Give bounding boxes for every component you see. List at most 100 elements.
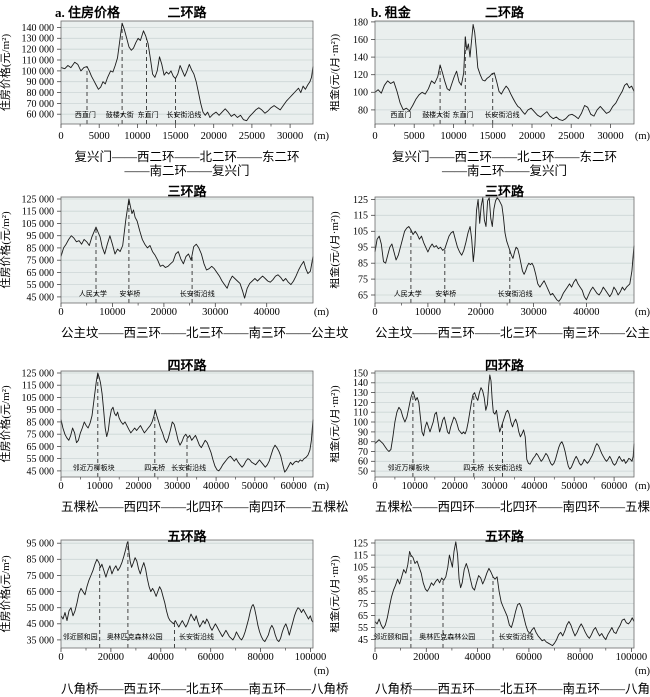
series-line <box>60 372 314 473</box>
y-tick-label: 120 <box>353 70 368 81</box>
y-tick-label: 45 000 <box>27 292 55 303</box>
landmark-label: 人民大学 <box>79 289 107 298</box>
y-tick-label: 100 <box>353 88 368 99</box>
x-tick-label: 25000 <box>239 131 265 142</box>
x-tick-label: 20000 <box>468 307 494 318</box>
route-legend-line1: 公主坟——西三环——北三环——南三环——公主坟 <box>375 326 650 340</box>
chart-title: 二环路 <box>167 5 207 20</box>
y-axis-ticks: 125 115 105 95 85 75 65 <box>353 195 375 301</box>
y-gridlines <box>375 542 634 640</box>
plot-svg-ring5-price: 95 000 85 000 75 000 65 000 55 000 45 000 35 0… <box>0 539 329 677</box>
plot-area: 125 115 105 95 85 75 65 0 10000 20000 30000 40000 (m… <box>327 178 650 357</box>
y-axis-title: 租金(元/(月·m²)) <box>330 385 341 463</box>
plot-svg-ring2-rent: 180 160 140 120 100 80 0 5000 10000 15000 20000 250… <box>327 17 650 142</box>
landmark-label: 长安街沿线 <box>179 632 214 641</box>
landmark-labels: 西直门 鼓楼大街 东直门 长安街沿线 <box>390 110 519 119</box>
landmark-lines <box>410 229 511 303</box>
y-tick-label: 55 000 <box>27 603 55 614</box>
x-tick-label: 30000 <box>277 131 303 142</box>
y-tick-label: 125 000 <box>22 194 55 205</box>
y-tick-label: 65 000 <box>27 587 55 598</box>
landmark-label: 东直门 <box>452 110 473 119</box>
plot-border <box>60 20 314 125</box>
series-line <box>60 541 314 643</box>
route-legend-line1: 八角桥——西五环——北五环——南五环——八角桥 <box>61 682 349 696</box>
x-tick-label: 20000 <box>442 481 468 492</box>
x-unit-label: (m) <box>635 307 650 318</box>
x-tick-label: 5000 <box>89 131 110 142</box>
x-tick-label: 10000 <box>402 481 428 492</box>
y-tick-label: 85 <box>358 259 368 270</box>
y-axis-title: 住房价格(元/m²) <box>0 34 12 112</box>
plot-area: 125 000 115 000 105 000 95 000 85 000 75 000 6… <box>0 178 330 357</box>
y-tick-label: 150 <box>353 368 368 379</box>
x-axis-ticks: 0 10000 20000 30000 40000 (m) <box>372 303 650 318</box>
y-tick-label: 125 <box>353 538 368 549</box>
y-tick-label: 55 000 <box>27 454 55 465</box>
y-tick-label: 85 000 <box>27 417 55 428</box>
landmark-labels: 邻近颐和园 奥林匹克森林公园 长安街沿线 <box>373 632 533 641</box>
x-tick-label: 100000 <box>616 652 648 663</box>
series-line <box>60 198 314 299</box>
x-axis-ticks: 0 10000 20000 30000 40000 (m) <box>58 303 329 318</box>
plot-border <box>374 370 635 478</box>
x-tick-label: 0 <box>58 131 63 142</box>
plot-background <box>375 197 634 303</box>
y-tick-label: 160 <box>353 35 368 46</box>
y-tick-label: 75 000 <box>27 571 55 582</box>
y-gridlines <box>61 372 313 472</box>
y-tick-label: 95 <box>358 575 368 586</box>
route-legend-line2: ——南二环——复兴门 <box>124 164 250 178</box>
chart-title: 三环路 <box>484 184 524 199</box>
landmark-lines <box>97 373 188 477</box>
x-tick-label: 5000 <box>404 131 425 142</box>
y-tick-label: 120 <box>353 398 368 409</box>
y-tick-label: 125 <box>353 195 368 206</box>
plot-background <box>375 371 634 477</box>
landmark-label: 长安街沿线 <box>499 632 534 641</box>
x-tick-label: 15000 <box>480 131 506 142</box>
chart-title: 五环路 <box>167 529 207 544</box>
plot-background <box>375 540 634 648</box>
y-gridlines <box>375 198 634 296</box>
y-axis-ticks: 180 160 140 120 100 80 <box>353 17 375 116</box>
y-axis-title: 租金(元/(月·m²)) <box>330 555 341 633</box>
x-tick-label: 50000 <box>561 481 587 492</box>
chart-ring4-rent: 四环路 150 140 130 120 110 100 90 80 70 60 50 0 10000 20… <box>327 352 650 526</box>
x-tick-label: 0 <box>58 652 63 663</box>
x-tick-label: 60000 <box>601 481 627 492</box>
plot-area: 125 115 105 95 85 75 65 55 45 0 20000 40000 60000 800… <box>327 526 650 697</box>
y-axis-title: 租金(元/(月·m²)) <box>330 34 341 112</box>
y-tick-label: 105 000 <box>22 393 55 404</box>
plot-area: 95 000 85 000 75 000 65 000 55 000 45 000 35 0… <box>0 526 330 697</box>
y-tick-label: 115 <box>353 211 368 222</box>
y-axis-ticks: 95 000 85 000 75 000 65 000 55 000 45 000 35 0… <box>27 539 61 646</box>
y-tick-label: 100 000 <box>22 66 55 77</box>
x-tick-label: 30000 <box>164 481 190 492</box>
plot-area: 140 000 130 000 120 000 110 000 100 000 90 00… <box>0 0 330 183</box>
plot-background <box>61 21 313 124</box>
x-tick-label: 0 <box>372 481 377 492</box>
x-axis-ticks: 0 20000 40000 60000 80000 100000 (m) <box>58 648 329 677</box>
x-tick-label: 40000 <box>148 652 174 663</box>
y-tick-label: 70 <box>358 447 368 458</box>
y-tick-label: 80 <box>358 105 368 116</box>
y-tick-label: 95 000 <box>27 539 55 550</box>
x-tick-label: 20000 <box>413 652 439 663</box>
plot-background <box>375 21 634 124</box>
y-tick-label: 140 <box>353 378 368 389</box>
y-tick-label: 110 000 <box>22 55 54 66</box>
y-tick-label: 140 <box>353 53 368 64</box>
x-tick-label: 20000 <box>201 131 227 142</box>
chart-ring2-price: a. 住房价格 二环路 140 000 130 000 120 000 110 000… <box>0 0 330 178</box>
x-tick-label: 60000 <box>198 652 224 663</box>
y-tick-label: 45 000 <box>27 619 55 630</box>
y-tick-label: 110 <box>353 408 368 419</box>
route-legend-line2: ——南二环——复兴门 <box>441 164 567 178</box>
x-tick-label: 40000 <box>203 481 229 492</box>
